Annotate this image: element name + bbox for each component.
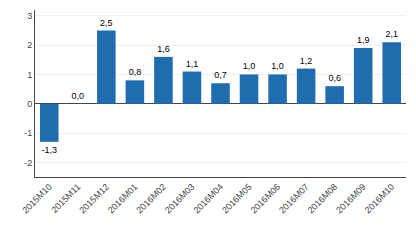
svg-text:1,2: 1,2 — [300, 56, 313, 66]
svg-text:0,0: 0,0 — [72, 91, 85, 101]
svg-text:2016M05: 2016M05 — [220, 182, 254, 216]
svg-text:2016M06: 2016M06 — [249, 182, 283, 216]
svg-text:2016M02: 2016M02 — [134, 182, 168, 216]
svg-text:0,8: 0,8 — [129, 67, 142, 77]
svg-text:0,7: 0,7 — [214, 70, 227, 80]
svg-text:1,6: 1,6 — [157, 44, 170, 54]
svg-text:1: 1 — [27, 70, 32, 80]
svg-text:0,6: 0,6 — [328, 73, 341, 83]
svg-text:2016M07: 2016M07 — [277, 182, 311, 216]
svg-text:2016M09: 2016M09 — [334, 182, 368, 216]
svg-text:2,5: 2,5 — [100, 18, 113, 28]
svg-text:2016M08: 2016M08 — [306, 182, 340, 216]
svg-text:2016M04: 2016M04 — [191, 182, 225, 216]
svg-text:1,1: 1,1 — [186, 59, 199, 69]
svg-text:2015M10: 2015M10 — [20, 182, 54, 216]
svg-text:2016M03: 2016M03 — [163, 182, 197, 216]
svg-text:0: 0 — [27, 99, 32, 109]
svg-text:3: 3 — [27, 11, 32, 21]
svg-text:2,1: 2,1 — [385, 29, 398, 39]
svg-text:1,0: 1,0 — [243, 61, 256, 71]
svg-text:-1,3: -1,3 — [42, 145, 58, 155]
svg-text:-1: -1 — [24, 128, 32, 138]
svg-text:2: 2 — [27, 40, 32, 50]
svg-text:1,9: 1,9 — [357, 35, 370, 45]
svg-text:2015M11: 2015M11 — [49, 182, 82, 215]
svg-text:-2: -2 — [24, 158, 32, 168]
svg-text:1,0: 1,0 — [271, 61, 284, 71]
svg-text:2016M10: 2016M10 — [363, 182, 397, 216]
svg-text:2016M01: 2016M01 — [106, 182, 140, 216]
svg-text:2015M12: 2015M12 — [77, 182, 111, 216]
